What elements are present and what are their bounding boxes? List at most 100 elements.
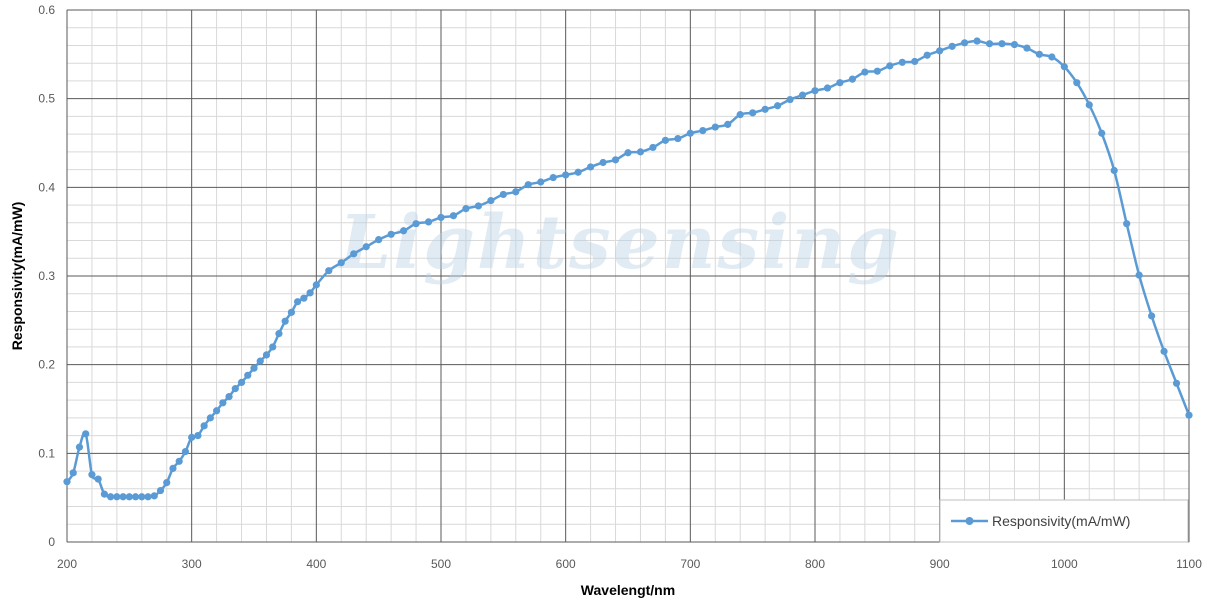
data-point <box>75 443 84 451</box>
data-point <box>1023 44 1031 52</box>
data-point <box>325 267 333 275</box>
major-gridlines <box>66 9 1190 543</box>
data-point <box>936 47 944 55</box>
y-tick-label: 0.1 <box>38 446 55 460</box>
x-tick-label: 700 <box>680 557 700 571</box>
data-point <box>188 433 196 441</box>
data-point <box>1185 411 1193 419</box>
data-point <box>1148 312 1156 320</box>
data-point <box>362 243 370 251</box>
watermark: Lightsensing <box>337 200 901 286</box>
data-point <box>686 129 694 137</box>
data-point <box>674 134 682 143</box>
x-tick-label: 900 <box>930 557 950 571</box>
data-point <box>400 227 408 235</box>
data-point <box>100 490 108 498</box>
y-tick-label: 0.2 <box>38 358 55 372</box>
data-point <box>537 178 545 186</box>
y-tick-label: 0.6 <box>38 3 55 17</box>
y-axis-ticks: 0 0.1 0.2 0.3 0.4 0.5 0.6 <box>38 3 55 549</box>
y-axis-title: Responsivity(mA/mW) <box>9 202 25 351</box>
data-point <box>886 62 894 70</box>
data-point <box>144 493 152 501</box>
data-point <box>312 281 320 289</box>
data-point <box>1110 166 1118 175</box>
data-point <box>649 143 657 152</box>
data-point <box>624 149 632 157</box>
y-tick-label: 0 <box>48 535 55 549</box>
data-point <box>181 447 190 456</box>
data-point <box>898 58 906 66</box>
data-point <box>125 493 133 501</box>
data-point <box>231 385 239 393</box>
y-tick-label: 0.5 <box>38 92 55 106</box>
data-point <box>499 190 507 199</box>
x-tick-label: 1100 <box>1176 557 1202 571</box>
data-point <box>1098 129 1106 137</box>
data-point <box>836 79 844 87</box>
x-axis-title: Wavelengt/nm <box>581 582 675 598</box>
data-point <box>194 432 202 440</box>
data-point <box>948 42 956 50</box>
data-point <box>587 163 595 171</box>
data-point <box>250 364 258 372</box>
data-point <box>512 188 520 196</box>
x-tick-label: 200 <box>57 557 77 571</box>
data-point <box>1060 63 1068 71</box>
data-point <box>412 220 420 228</box>
data-point <box>82 430 90 438</box>
data-point <box>163 478 171 487</box>
data-point <box>175 457 183 465</box>
legend: Responsivity(mA/mW) <box>939 499 1189 543</box>
legend-label: Responsivity(mA/mW) <box>992 513 1130 529</box>
data-point <box>462 205 470 213</box>
x-tick-label: 400 <box>306 557 326 571</box>
data-point <box>275 330 283 338</box>
data-point <box>88 471 96 479</box>
data-point <box>761 105 769 113</box>
data-point <box>387 230 395 238</box>
data-point <box>150 492 158 500</box>
data-point <box>661 136 670 144</box>
data-point <box>262 351 271 359</box>
data-point <box>724 120 732 128</box>
data-point <box>985 40 994 48</box>
data-point <box>549 173 557 182</box>
data-point <box>562 171 570 179</box>
x-tick-label: 800 <box>805 557 825 571</box>
data-point <box>219 399 227 407</box>
data-point <box>474 202 482 210</box>
data-point <box>337 259 345 267</box>
data-point <box>237 378 246 386</box>
series-markers <box>63 37 1193 501</box>
data-point <box>1073 79 1081 87</box>
data-point <box>119 493 127 501</box>
data-point <box>113 493 121 501</box>
data-point <box>636 148 645 156</box>
data-point <box>131 493 140 501</box>
data-point <box>306 289 314 297</box>
data-point <box>350 250 358 258</box>
data-point <box>774 102 782 110</box>
data-point <box>798 91 807 99</box>
data-point <box>375 236 383 244</box>
data-point <box>1085 101 1093 109</box>
data-point <box>107 493 115 501</box>
data-point <box>1048 53 1056 61</box>
x-axis-ticks: 200 300 400 500 600 700 800 900 1000 1100 <box>57 557 1202 571</box>
y-tick-label: 0.4 <box>38 180 55 194</box>
data-point <box>63 478 71 486</box>
data-point <box>300 294 308 302</box>
data-point <box>1010 40 1019 49</box>
data-point <box>524 181 532 189</box>
data-point <box>911 57 919 66</box>
data-point <box>213 407 221 415</box>
x-tick-label: 600 <box>556 557 576 571</box>
data-point <box>873 67 881 75</box>
data-point <box>1172 379 1181 387</box>
data-point <box>811 87 819 95</box>
data-point <box>200 422 208 430</box>
data-point <box>94 475 102 483</box>
data-point <box>269 343 277 351</box>
data-point <box>786 95 794 104</box>
